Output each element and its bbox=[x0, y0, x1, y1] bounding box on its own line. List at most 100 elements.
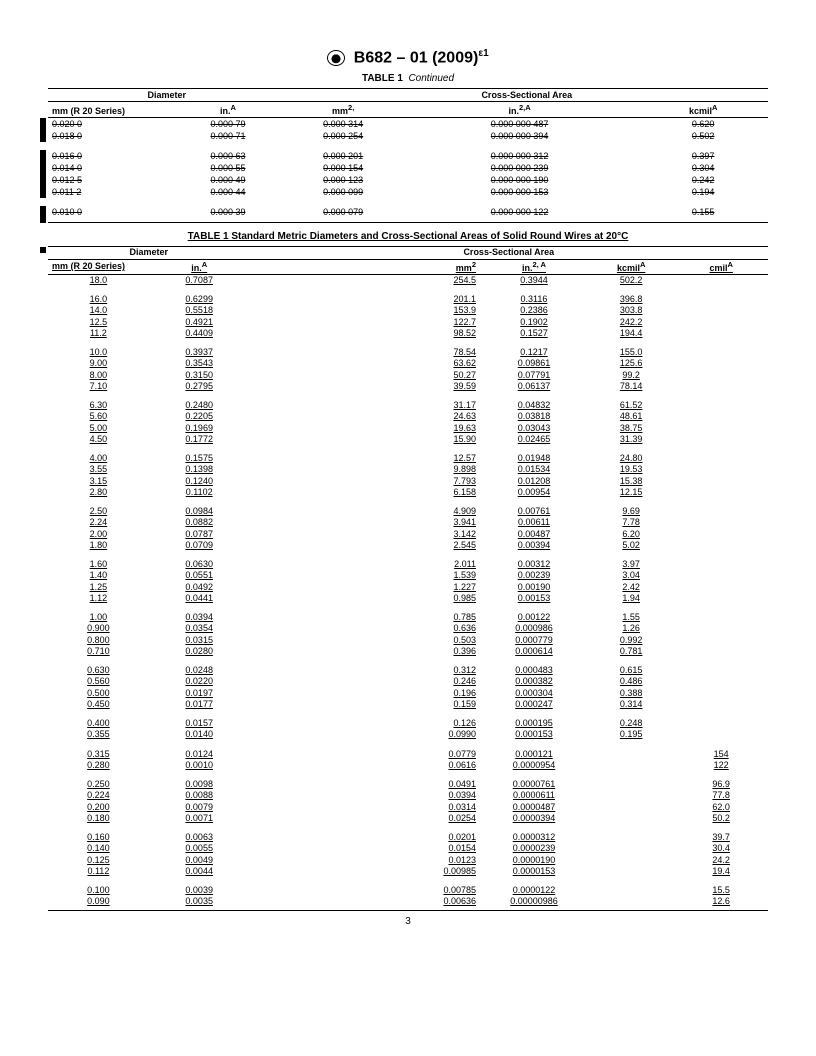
t2-cell-mm: 0.400 bbox=[48, 718, 149, 729]
t2-cell-in: 0.2205 bbox=[149, 411, 250, 422]
t2-cell-mm2: 201.1 bbox=[250, 294, 480, 305]
t2-cell-mm2: 0.396 bbox=[250, 646, 480, 657]
t2-cell-in2: 0.000153 bbox=[480, 729, 588, 740]
table1: Diameter Cross-Sectional Area mm (R 20 S… bbox=[48, 88, 768, 223]
t1-cell-in2: 0.000 000 190 bbox=[401, 174, 639, 186]
table1-label-bold: TABLE 1 bbox=[362, 73, 403, 84]
t2-cell-mm: 0.500 bbox=[48, 688, 149, 699]
t1-cell-mm2: 0.000 314 bbox=[286, 118, 401, 131]
t2-cell-kcmil: 0.195 bbox=[588, 729, 674, 740]
t2-cell-kcmil bbox=[588, 885, 674, 896]
t2-cell-mm2: 4.909 bbox=[250, 506, 480, 517]
t2-h-in2: in.2, A bbox=[480, 259, 588, 274]
t2-cell-in: 0.0248 bbox=[149, 665, 250, 676]
t2-cell-in2: 0.01948 bbox=[480, 453, 588, 464]
t1-cell-mm2: 0.000 079 bbox=[286, 206, 401, 218]
t2-cell-cmil bbox=[674, 294, 768, 305]
t1-cell-mm: 0.016 0 bbox=[48, 150, 170, 162]
t2-cell-kcmil: 502.2 bbox=[588, 274, 674, 286]
t2-cell-mm2: 0.785 bbox=[250, 612, 480, 623]
t1-cell-in: 0.000 49 bbox=[170, 174, 285, 186]
t2-cell-in: 0.0044 bbox=[149, 866, 250, 877]
t1-cell-in2: 0.000 000 122 bbox=[401, 206, 639, 218]
t2-cell-mm: 18.0 bbox=[48, 274, 149, 286]
t2-cell-kcmil: 2.42 bbox=[588, 582, 674, 593]
t2-cell-kcmil bbox=[588, 855, 674, 866]
t1-cell-in2: 0.000 000 312 bbox=[401, 150, 639, 162]
t1-h-in2: in.2,A bbox=[401, 102, 639, 118]
t2-cell-mm2: 0.196 bbox=[250, 688, 480, 699]
t2-cell-cmil: 96.9 bbox=[674, 779, 768, 790]
t2-cell-cmil bbox=[674, 381, 768, 392]
t2-cell-in2: 0.000247 bbox=[480, 699, 588, 710]
t2-cell-in: 0.0787 bbox=[149, 529, 250, 540]
t2-cell-kcmil bbox=[588, 866, 674, 877]
t2-cell-in: 0.0394 bbox=[149, 612, 250, 623]
t2-cell-mm2: 0.0123 bbox=[250, 855, 480, 866]
t2-cell-in: 0.0049 bbox=[149, 855, 250, 866]
t2-cell-in: 0.1398 bbox=[149, 464, 250, 475]
t2-cell-in2: 0.3944 bbox=[480, 274, 588, 286]
t2-cell-in: 0.0354 bbox=[149, 623, 250, 634]
t1-cell-kcmil: 0.304 bbox=[638, 162, 768, 174]
t2-cell-cmil bbox=[674, 317, 768, 328]
t2-h-in: in.A bbox=[149, 259, 250, 274]
t2-cell-cmil bbox=[674, 570, 768, 581]
t2-cell-mm2: 6.158 bbox=[250, 487, 480, 498]
t2-cell-mm: 2.80 bbox=[48, 487, 149, 498]
t2-cell-kcmil: 9.69 bbox=[588, 506, 674, 517]
t2-cell-cmil bbox=[674, 506, 768, 517]
t2-cell-in2: 0.0000487 bbox=[480, 802, 588, 813]
t2-cell-cmil bbox=[674, 453, 768, 464]
t2-cell-mm2: 254.5 bbox=[250, 274, 480, 286]
t2-cell-in: 0.0492 bbox=[149, 582, 250, 593]
t2-h-cmil: cmilA bbox=[674, 259, 768, 274]
t2-cell-in2: 0.01534 bbox=[480, 464, 588, 475]
t2-cell-in: 0.2480 bbox=[149, 400, 250, 411]
t2-cell-in2: 0.09861 bbox=[480, 358, 588, 369]
t2-cell-cmil: 50.2 bbox=[674, 813, 768, 824]
t2-cell-mm: 0.250 bbox=[48, 779, 149, 790]
t2-cell-in: 0.0177 bbox=[149, 699, 250, 710]
t2-cell-in: 0.6299 bbox=[149, 294, 250, 305]
t2-cell-in2: 0.00000986 bbox=[480, 896, 588, 907]
standard-id: B682 – 01 (2009) bbox=[354, 49, 479, 66]
document-header: B682 – 01 (2009)ε1 bbox=[48, 48, 768, 67]
t2-cell-cmil bbox=[674, 729, 768, 740]
t2-cell-mm: 0.280 bbox=[48, 760, 149, 771]
t2-cell-mm2: 0.00785 bbox=[250, 885, 480, 896]
t2-cell-mm2: 0.985 bbox=[250, 593, 480, 604]
t2-cell-in2: 0.00239 bbox=[480, 570, 588, 581]
t2-cell-kcmil: 31.39 bbox=[588, 434, 674, 445]
t2-cell-in: 0.0079 bbox=[149, 802, 250, 813]
table1-caption: TABLE 1 Continued bbox=[48, 73, 768, 84]
t2-cell-in: 0.0063 bbox=[149, 832, 250, 843]
t2-cell-cmil bbox=[674, 646, 768, 657]
t2-cell-in: 0.0220 bbox=[149, 676, 250, 687]
t1-cell-mm: 0.012 5 bbox=[48, 174, 170, 186]
t2-cell-mm2: 0.0990 bbox=[250, 729, 480, 740]
t2-cell-in: 0.4409 bbox=[149, 328, 250, 339]
t2-cell-in: 0.7087 bbox=[149, 274, 250, 286]
t2-cell-in2: 0.03043 bbox=[480, 423, 588, 434]
t2-cell-in2: 0.000483 bbox=[480, 665, 588, 676]
t2-cell-mm: 9.00 bbox=[48, 358, 149, 369]
t2-cell-kcmil: 24.80 bbox=[588, 453, 674, 464]
t2-cell-mm2: 0.0779 bbox=[250, 749, 480, 760]
t2-cell-in: 0.0055 bbox=[149, 843, 250, 854]
page-number: 3 bbox=[0, 916, 816, 927]
t2-cell-kcmil: 0.486 bbox=[588, 676, 674, 687]
t2-cell-in2: 0.0000239 bbox=[480, 843, 588, 854]
t2-cell-in2: 0.04832 bbox=[480, 400, 588, 411]
t2-cell-mm2: 0.159 bbox=[250, 699, 480, 710]
t2-cell-mm2: 0.503 bbox=[250, 635, 480, 646]
t2-cell-mm: 0.112 bbox=[48, 866, 149, 877]
t2-cell-in: 0.0039 bbox=[149, 885, 250, 896]
t2-cell-cmil bbox=[674, 358, 768, 369]
t2-cell-mm: 2.24 bbox=[48, 517, 149, 528]
t2-cell-mm: 12.5 bbox=[48, 317, 149, 328]
t2-cell-in2: 0.1527 bbox=[480, 328, 588, 339]
revision-bar bbox=[40, 247, 46, 253]
t2-cell-mm: 0.100 bbox=[48, 885, 149, 896]
t1-cell-in: 0.000 39 bbox=[170, 206, 285, 218]
